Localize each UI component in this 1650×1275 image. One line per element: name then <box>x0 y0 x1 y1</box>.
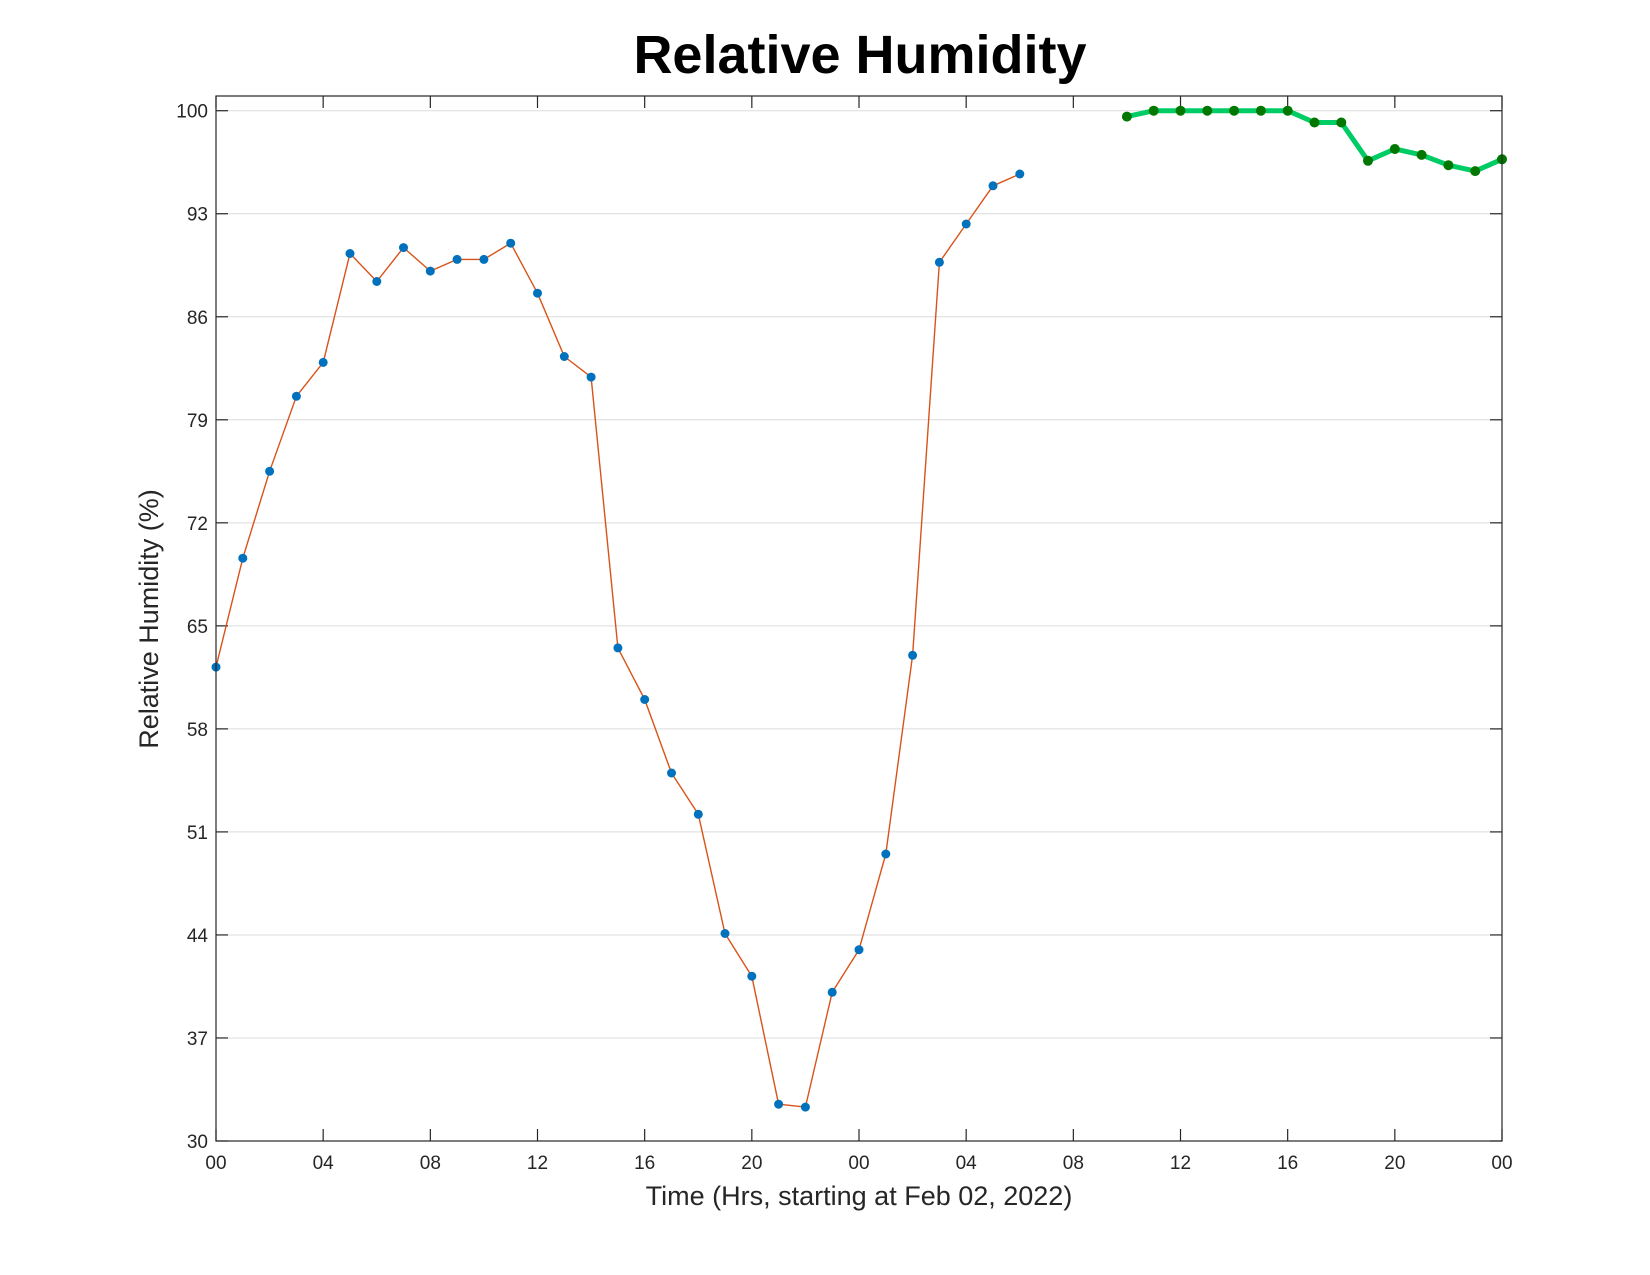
data-point <box>934 257 944 267</box>
x-tick-label: 00 <box>205 1153 226 1174</box>
data-point <box>774 1099 784 1109</box>
x-tick-label: 04 <box>956 1153 978 1174</box>
x-tick-label: 20 <box>741 1153 762 1174</box>
data-point <box>1148 105 1159 116</box>
chart-title: Relative Humidity <box>633 25 1086 85</box>
data-point <box>291 391 301 401</box>
data-point <box>827 987 837 997</box>
x-tick-label: 16 <box>1277 1153 1298 1174</box>
data-point <box>586 372 596 382</box>
data-point <box>1389 144 1400 154</box>
data-point <box>854 945 864 955</box>
data-point <box>747 971 757 981</box>
y-tick-label: 30 <box>187 1132 208 1153</box>
y-axis-label: Relative Humidity (%) <box>134 489 164 749</box>
y-tick-label: 86 <box>187 308 208 329</box>
x-tick-label: 16 <box>634 1153 655 1174</box>
axis-ticks: 30 37 44 51 58 65 72 79 86 93 100 00 04 08 12 16 20 00 04 0… <box>176 96 1513 1174</box>
data-point <box>533 288 542 298</box>
data-point <box>425 266 435 276</box>
data-series <box>211 105 1507 1112</box>
data-point <box>961 219 971 229</box>
data-point <box>1470 166 1481 177</box>
y-tick-label: 100 <box>176 102 208 123</box>
gridlines <box>216 110 1502 1142</box>
x-tick-label: 08 <box>1063 1153 1084 1174</box>
data-point <box>1255 105 1266 116</box>
data-point <box>318 357 328 367</box>
y-tick-label: 72 <box>187 514 208 535</box>
data-point <box>372 277 382 286</box>
data-point <box>1363 155 1373 166</box>
x-tick-label: 12 <box>1170 1153 1191 1174</box>
data-point <box>1443 160 1454 171</box>
data-point <box>908 650 918 660</box>
data-point <box>1015 169 1025 179</box>
data-point <box>1309 117 1320 128</box>
data-point <box>881 849 891 859</box>
data-point <box>479 254 489 264</box>
data-point <box>1282 105 1293 116</box>
x-tick-label: 20 <box>1384 1153 1405 1174</box>
x-tick-label: 04 <box>313 1153 335 1174</box>
y-tick-label: 79 <box>187 411 208 432</box>
data-point <box>1416 149 1427 160</box>
data-point <box>345 249 355 258</box>
x-tick-label: 12 <box>527 1153 548 1174</box>
series-line-1 <box>215 173 1021 1108</box>
data-point <box>1121 111 1132 122</box>
data-point <box>988 181 998 191</box>
data-point <box>667 768 676 778</box>
x-tick-label: 00 <box>848 1153 869 1174</box>
y-tick-label: 65 <box>187 617 208 638</box>
y-tick-label: 93 <box>187 205 208 226</box>
data-point <box>693 809 703 819</box>
data-point <box>559 352 569 361</box>
data-point <box>506 238 516 248</box>
plot-frame <box>215 95 1503 1142</box>
data-point <box>613 643 623 653</box>
data-point <box>720 929 730 938</box>
data-point <box>399 243 408 253</box>
data-point <box>1202 105 1213 116</box>
y-tick-label: 58 <box>187 720 208 741</box>
x-tick-label: 08 <box>420 1153 441 1174</box>
data-point <box>1229 105 1240 116</box>
data-point <box>238 553 248 563</box>
y-tick-label: 44 <box>187 926 209 947</box>
y-tick-label: 51 <box>187 823 208 844</box>
data-point <box>800 1102 810 1112</box>
x-tick-label: 00 <box>1491 1153 1512 1174</box>
x-axis-label: Time (Hrs, starting at Feb 02, 2022) <box>646 1181 1073 1211</box>
y-tick-label: 37 <box>187 1029 208 1050</box>
data-point <box>1336 117 1347 128</box>
data-point <box>265 466 275 476</box>
data-point <box>640 695 650 704</box>
data-point <box>452 254 462 264</box>
data-point <box>1175 105 1186 116</box>
